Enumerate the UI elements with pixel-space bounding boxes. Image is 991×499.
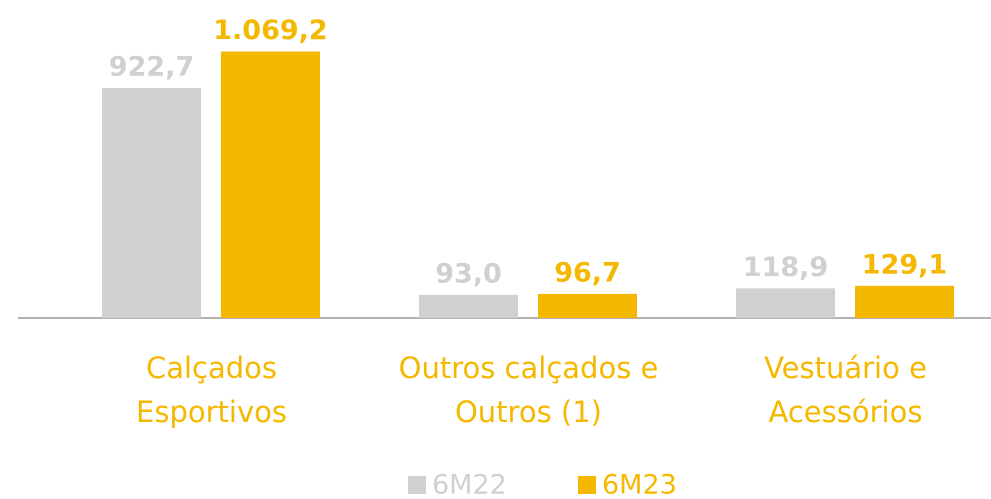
- bar: [419, 294, 518, 318]
- bar: [221, 51, 320, 318]
- value-label: 96,7: [554, 257, 621, 288]
- value-label: 922,7: [109, 51, 194, 82]
- category-label: Outros calçados e Outros (1): [398, 351, 659, 429]
- category-label: Vestuário e Acessórios: [764, 351, 927, 429]
- bar: [102, 87, 201, 318]
- legend-swatch: [408, 476, 426, 494]
- category-label: Calçados Esportivos: [136, 351, 287, 429]
- value-label: 1.069,2: [213, 15, 327, 46]
- value-label: 129,1: [862, 249, 947, 280]
- value-label: 118,9: [743, 252, 828, 283]
- bar: [538, 293, 637, 318]
- bar: [855, 285, 954, 318]
- legend-label: 6M23: [602, 470, 677, 499]
- value-label: 93,0: [435, 258, 502, 289]
- legend-label: 6M22: [432, 470, 507, 499]
- bar: [736, 288, 835, 318]
- legend-swatch: [578, 476, 596, 494]
